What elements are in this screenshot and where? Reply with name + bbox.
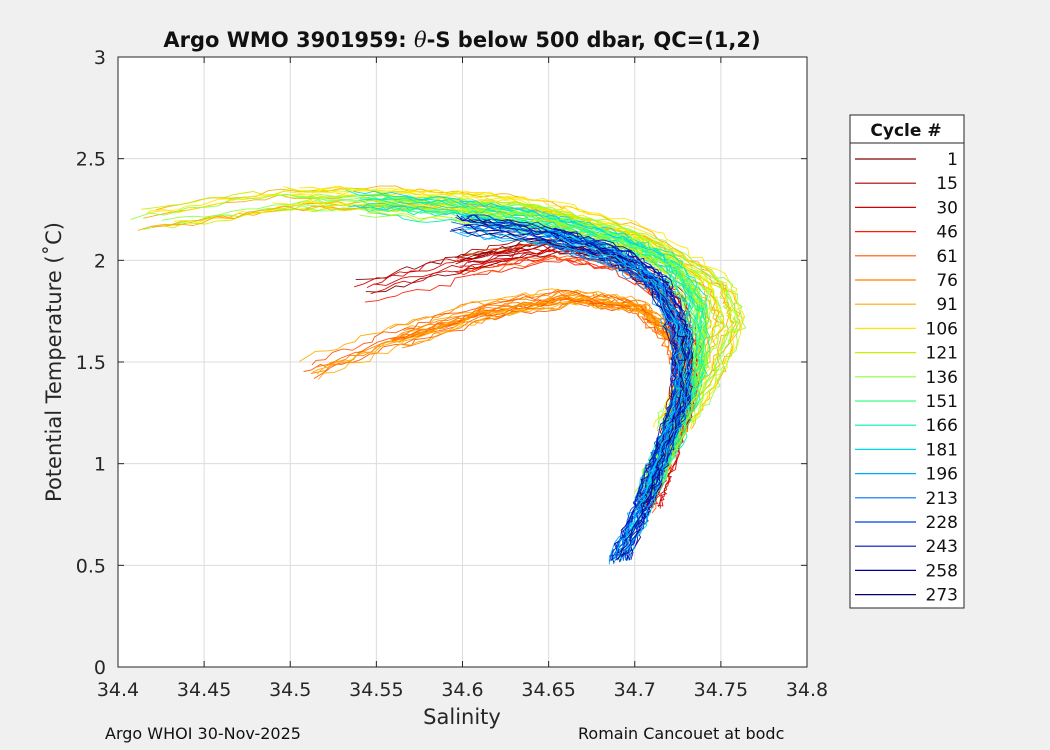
- legend-entry-label: 273: [926, 586, 958, 606]
- profile-curve: [460, 228, 685, 559]
- y-tick-label: 0: [94, 657, 106, 679]
- x-tick-label: 34.55: [349, 679, 403, 701]
- y-tick-label: 1: [94, 454, 106, 476]
- legend-entry-label: 121: [926, 344, 958, 364]
- legend-entry-label: 228: [926, 513, 958, 533]
- legend-entry-label: 151: [926, 392, 958, 412]
- profile-curve: [540, 242, 680, 565]
- x-axis-label: Salinity: [423, 705, 501, 729]
- profile-curve: [366, 197, 706, 491]
- legend-title: Cycle #: [870, 121, 941, 141]
- legend-entry-label: 15: [936, 174, 958, 194]
- legend-entry-label: 181: [926, 440, 958, 460]
- profile-curve: [467, 220, 694, 557]
- footer-credit-right: Romain Cancouet at bodc: [578, 724, 785, 743]
- profile-curve: [547, 230, 686, 560]
- data-curves: [130, 185, 747, 565]
- legend-entry-label: 243: [926, 537, 958, 557]
- y-axis-ticks: 0 0.5 1 1.5 2 2.5 3: [76, 47, 807, 679]
- y-tick-label: 2: [94, 250, 106, 272]
- legend-entry-label: 166: [926, 416, 958, 436]
- legend-entry-label: 196: [926, 465, 958, 485]
- legend-box: [849, 114, 965, 609]
- x-tick-label: 34.7: [614, 679, 656, 701]
- legend-entry-label: 30: [936, 198, 958, 218]
- legend-entry-label: 91: [936, 295, 958, 315]
- legend-entry-label: 213: [926, 489, 958, 509]
- profile-curve: [463, 225, 686, 560]
- profile-curve: [155, 185, 730, 423]
- footer-credit-left: Argo WHOI 30-Nov-2025: [105, 724, 301, 743]
- legend-entry-label: 1: [947, 150, 958, 170]
- legend-entry-label: 61: [936, 247, 958, 267]
- x-tick-label: 34.6: [441, 679, 483, 701]
- legend-entry-label: 106: [926, 319, 958, 339]
- profile-curve: [460, 215, 687, 561]
- x-tick-label: 34.8: [786, 679, 828, 701]
- x-axis-ticks: 34.4 34.45 34.5 34.55 34.6 34.65 34.7 34.75 34.8: [97, 57, 828, 701]
- x-tick-label: 34.5: [269, 679, 311, 701]
- x-tick-label: 34.65: [521, 679, 575, 701]
- legend-entries: 1 15 30 46 61 76 91 106 121 136 151 166 181 196 213 228…: [855, 150, 958, 606]
- profile-curve: [313, 196, 747, 425]
- profile-curve: [474, 209, 708, 494]
- profile-curve: [457, 206, 696, 491]
- profile-curve: [547, 232, 687, 563]
- y-axis-label: Potential Temperature (˚C): [42, 222, 66, 502]
- legend-entry-label: 46: [936, 223, 958, 243]
- y-tick-label: 3: [94, 47, 106, 69]
- x-tick-label: 34.4: [97, 679, 139, 701]
- legend: Cycle # 11530466176911061211361511661811…: [849, 114, 965, 609]
- chart-title: Argo WMO 3901959: θ-S below 500 dbar, QC…: [163, 28, 760, 52]
- profile-curve: [543, 232, 682, 558]
- x-tick-label: 34.75: [694, 679, 748, 701]
- y-tick-label: 2.5: [76, 149, 106, 171]
- y-tick-label: 0.5: [76, 555, 106, 577]
- x-tick-label: 34.45: [177, 679, 231, 701]
- profile-curve: [161, 197, 739, 430]
- profile-curve: [540, 239, 681, 559]
- legend-entry-label: 76: [936, 271, 958, 291]
- y-tick-label: 1.5: [76, 352, 106, 374]
- legend-entry-label: 258: [926, 561, 958, 581]
- legend-entry-label: 136: [926, 368, 958, 388]
